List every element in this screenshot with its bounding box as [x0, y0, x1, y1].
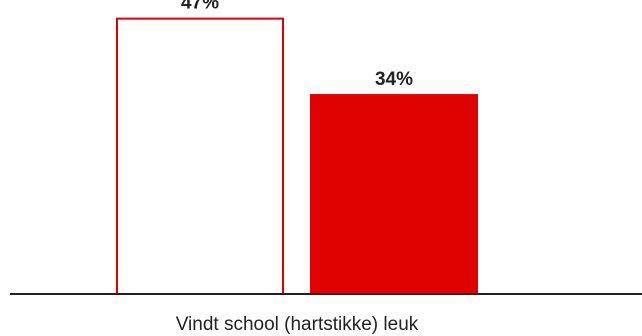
- bar-2: [310, 94, 478, 294]
- category-label: Vindt school (hartstikke) leuk: [176, 314, 419, 335]
- bars-group: [116, 17, 478, 295]
- bar-1: [116, 17, 284, 295]
- value-label-1: 47%: [181, 0, 219, 14]
- value-labels-group: 47% 34%: [181, 0, 413, 90]
- value-label-2: 34%: [375, 69, 413, 90]
